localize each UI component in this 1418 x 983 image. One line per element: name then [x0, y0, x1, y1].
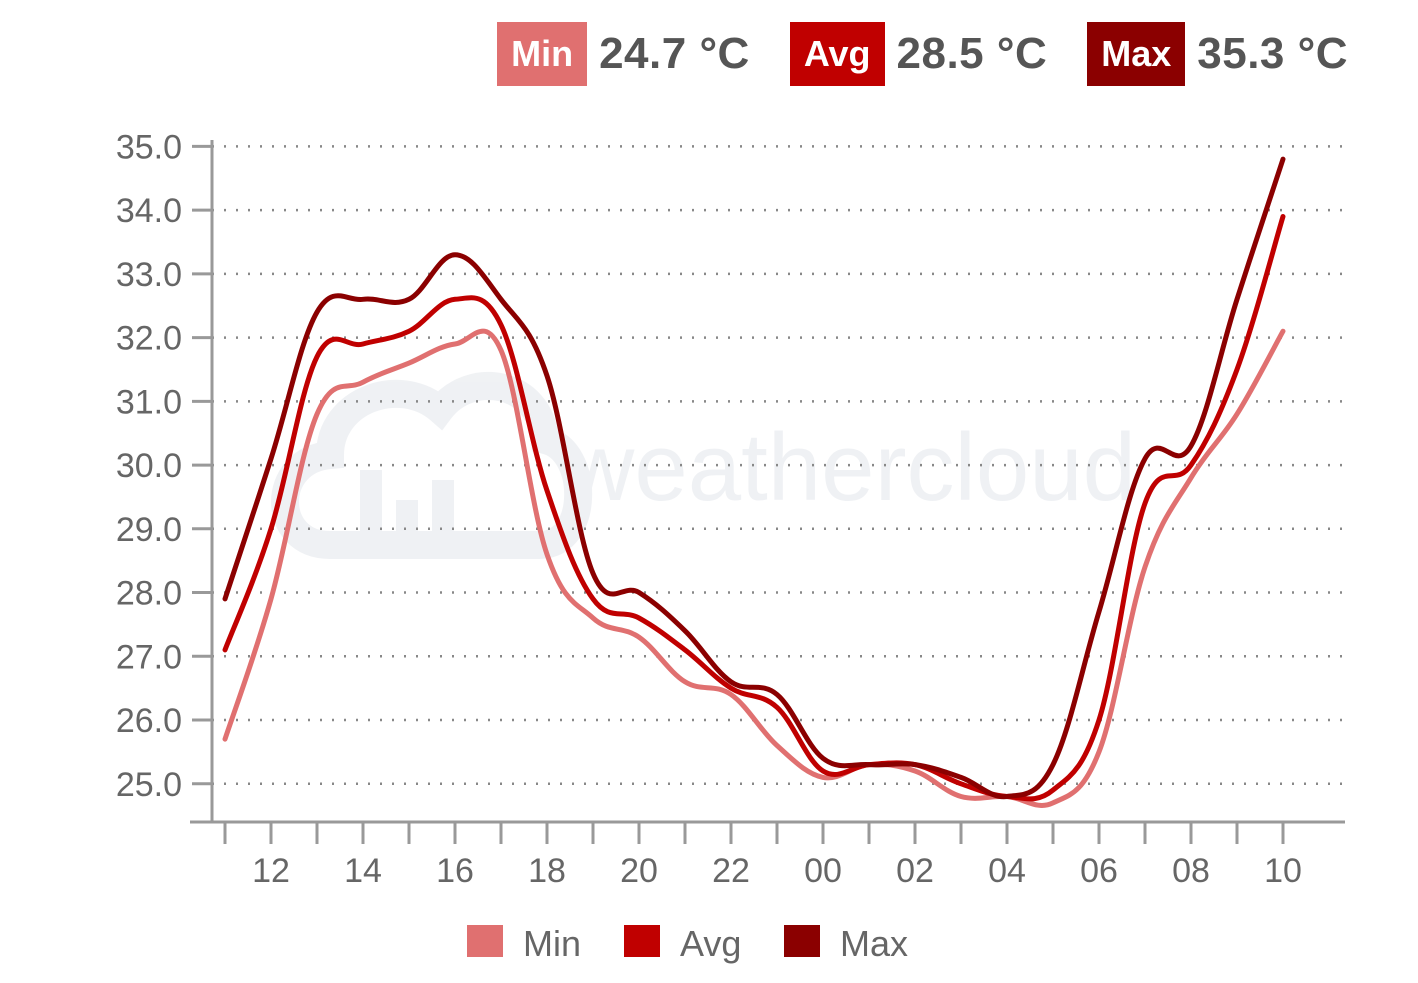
- series-lines: [222, 156, 1286, 808]
- legend-swatch: [624, 925, 660, 957]
- y-tick-label: 25.0: [116, 766, 182, 804]
- x-tick-label: 18: [528, 852, 566, 890]
- watermark: weathercloud: [271, 372, 1136, 559]
- x-tick-label: 00: [804, 852, 842, 890]
- x-tick-label: 14: [344, 852, 382, 890]
- x-tick-label: 12: [252, 852, 290, 890]
- legend-swatch: [784, 925, 820, 957]
- stat-max-value: 35.3 °C: [1197, 29, 1348, 78]
- stat-min-value: 24.7 °C: [599, 29, 750, 78]
- watermark-text: weathercloud: [564, 414, 1136, 521]
- stat-min-badge: Min: [497, 22, 588, 86]
- stat-avg-value: 28.5 °C: [896, 29, 1048, 78]
- x-tick-label: 06: [1080, 852, 1118, 890]
- watermark-bar-icon: [360, 470, 382, 545]
- y-tick-label: 26.0: [116, 702, 182, 740]
- x-tick-label: 04: [988, 852, 1026, 890]
- legend-label: Min: [523, 923, 581, 964]
- x-tick-label: 22: [712, 852, 750, 890]
- stat-avg: Avg 28.5 °C: [789, 22, 1048, 86]
- axes: 25.0 26.0 27.0 28.0 29.0 30.0 31.0 32.0 33.0 34.0…: [116, 128, 1345, 890]
- watermark-cloud-icon: [271, 372, 593, 559]
- y-tick-label: 27.0: [116, 638, 182, 676]
- y-tick-label: 34.0: [116, 192, 182, 230]
- watermark-bar-icon: [396, 500, 418, 545]
- stat-min: Min 24.7 °C: [497, 22, 750, 86]
- x-tick-label: 08: [1172, 852, 1210, 890]
- legend: Min Avg Max: [467, 923, 908, 964]
- series-line-min: [222, 328, 1286, 808]
- legend-item-avg[interactable]: Avg: [624, 923, 741, 964]
- legend-label: Max: [840, 923, 908, 964]
- y-tick-label: 33.0: [116, 256, 182, 294]
- y-tick-label: 29.0: [116, 511, 182, 549]
- legend-label: Avg: [680, 923, 741, 964]
- legend-swatch: [467, 925, 503, 957]
- y-tick-label: 28.0: [116, 575, 182, 613]
- stat-max: Max 35.3 °C: [1087, 22, 1348, 86]
- x-tick-label: 02: [896, 852, 934, 890]
- x-tick-label: 10: [1264, 852, 1302, 890]
- stats-header: Min 24.7 °C Avg 28.5 °C Max 35.3 °C: [457, 22, 1348, 86]
- y-tick-label: 31.0: [116, 383, 182, 421]
- stat-avg-badge: Avg: [789, 22, 885, 86]
- x-tick-label: 20: [620, 852, 658, 890]
- watermark-bar-icon: [432, 480, 454, 545]
- y-tick-label: 32.0: [116, 320, 182, 358]
- y-tick-label: 35.0: [116, 128, 182, 166]
- legend-item-min[interactable]: Min: [467, 923, 581, 964]
- x-tick-label: 16: [436, 852, 474, 890]
- stat-max-badge: Max: [1087, 22, 1186, 86]
- series-line-avg: [222, 214, 1286, 802]
- y-tick-label: 30.0: [116, 447, 182, 485]
- series-line-max: [222, 156, 1286, 800]
- legend-item-max[interactable]: Max: [784, 923, 908, 964]
